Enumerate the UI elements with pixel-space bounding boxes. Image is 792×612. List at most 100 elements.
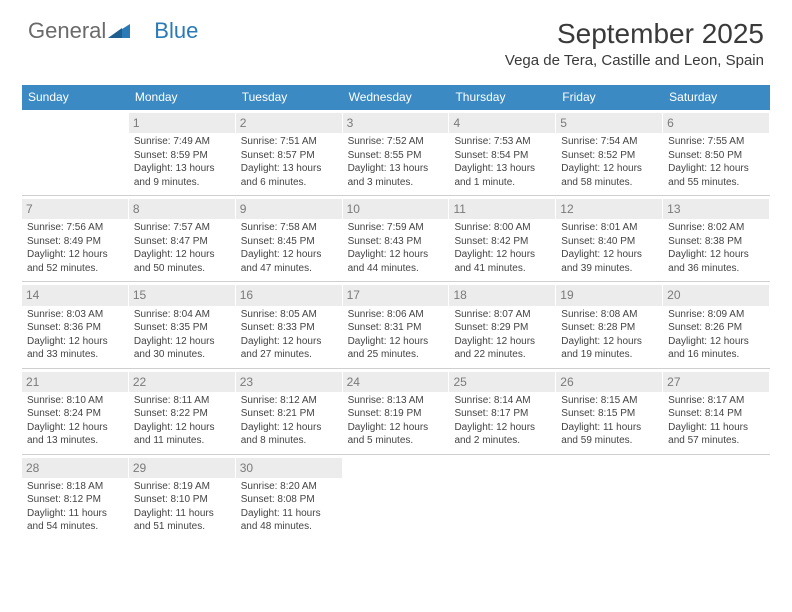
sunrise-line: Sunrise: 8:13 AM (348, 394, 444, 408)
sunrise-line: Sunrise: 8:10 AM (27, 394, 123, 408)
sunrise-line: Sunrise: 8:08 AM (561, 308, 657, 322)
date-number: 15 (129, 285, 235, 305)
sunset-line: Sunset: 8:12 PM (27, 493, 123, 507)
sunset-line: Sunset: 8:10 PM (134, 493, 230, 507)
header: General Blue September 2025 Vega de Tera… (0, 0, 792, 75)
date-number: 24 (343, 372, 449, 392)
daylight-line: Daylight: 12 hours and 47 minutes. (241, 248, 337, 275)
daylight-line: Daylight: 12 hours and 33 minutes. (27, 335, 123, 362)
daylight-line: Daylight: 13 hours and 6 minutes. (241, 162, 337, 189)
date-number: 22 (129, 372, 235, 392)
daylight-line: Daylight: 12 hours and 16 minutes. (668, 335, 764, 362)
calendar-cell: 18Sunrise: 8:07 AMSunset: 8:29 PMDayligh… (449, 282, 556, 367)
daylight-line: Daylight: 12 hours and 8 minutes. (241, 421, 337, 448)
calendar-cell: 5Sunrise: 7:54 AMSunset: 8:52 PMDaylight… (556, 110, 663, 195)
daylight-line: Daylight: 11 hours and 57 minutes. (668, 421, 764, 448)
calendar-cell: 21Sunrise: 8:10 AMSunset: 8:24 PMDayligh… (22, 369, 129, 454)
sunrise-line: Sunrise: 8:01 AM (561, 221, 657, 235)
day-of-week-header: Friday (556, 85, 663, 109)
date-number: 5 (556, 113, 662, 133)
calendar-cell: 24Sunrise: 8:13 AMSunset: 8:19 PMDayligh… (343, 369, 450, 454)
calendar-cell: 15Sunrise: 8:04 AMSunset: 8:35 PMDayligh… (129, 282, 236, 367)
daylight-line: Daylight: 12 hours and 25 minutes. (348, 335, 444, 362)
date-number: 29 (129, 458, 235, 478)
date-number: 6 (663, 113, 769, 133)
daylight-line: Daylight: 12 hours and 52 minutes. (27, 248, 123, 275)
date-number: 9 (236, 199, 342, 219)
daylight-line: Daylight: 12 hours and 50 minutes. (134, 248, 230, 275)
date-number: 3 (343, 113, 449, 133)
sunset-line: Sunset: 8:50 PM (668, 149, 764, 163)
sunrise-line: Sunrise: 7:59 AM (348, 221, 444, 235)
day-of-week-header: Monday (129, 85, 236, 109)
daylight-line: Daylight: 12 hours and 5 minutes. (348, 421, 444, 448)
calendar-cell: 4Sunrise: 7:53 AMSunset: 8:54 PMDaylight… (449, 110, 556, 195)
calendar-cell: 8Sunrise: 7:57 AMSunset: 8:47 PMDaylight… (129, 196, 236, 281)
title-block: September 2025 Vega de Tera, Castille an… (505, 18, 764, 69)
daylight-line: Daylight: 12 hours and 30 minutes. (134, 335, 230, 362)
day-of-week-row: SundayMondayTuesdayWednesdayThursdayFrid… (22, 85, 770, 109)
day-of-week-header: Sunday (22, 85, 129, 109)
calendar: SundayMondayTuesdayWednesdayThursdayFrid… (22, 85, 770, 540)
date-number: 17 (343, 285, 449, 305)
calendar-cell: 1Sunrise: 7:49 AMSunset: 8:59 PMDaylight… (129, 110, 236, 195)
date-number: 12 (556, 199, 662, 219)
date-number: 8 (129, 199, 235, 219)
sunrise-line: Sunrise: 8:12 AM (241, 394, 337, 408)
sunset-line: Sunset: 8:29 PM (454, 321, 550, 335)
calendar-cell: 11Sunrise: 8:00 AMSunset: 8:42 PMDayligh… (449, 196, 556, 281)
brand-logo: General Blue (28, 18, 198, 44)
sunrise-line: Sunrise: 8:15 AM (561, 394, 657, 408)
sunrise-line: Sunrise: 7:53 AM (454, 135, 550, 149)
calendar-cell: . (556, 455, 663, 540)
sunset-line: Sunset: 8:28 PM (561, 321, 657, 335)
calendar-week-row: 14Sunrise: 8:03 AMSunset: 8:36 PMDayligh… (22, 281, 770, 367)
date-number: 2 (236, 113, 342, 133)
daylight-line: Daylight: 12 hours and 11 minutes. (134, 421, 230, 448)
calendar-cell: 26Sunrise: 8:15 AMSunset: 8:15 PMDayligh… (556, 369, 663, 454)
date-number: 18 (449, 285, 555, 305)
calendar-cell: 28Sunrise: 8:18 AMSunset: 8:12 PMDayligh… (22, 455, 129, 540)
daylight-line: Daylight: 12 hours and 39 minutes. (561, 248, 657, 275)
calendar-cell: . (343, 455, 450, 540)
daylight-line: Daylight: 12 hours and 44 minutes. (348, 248, 444, 275)
sunrise-line: Sunrise: 7:49 AM (134, 135, 230, 149)
daylight-line: Daylight: 12 hours and 2 minutes. (454, 421, 550, 448)
sunrise-line: Sunrise: 7:55 AM (668, 135, 764, 149)
calendar-cell: 16Sunrise: 8:05 AMSunset: 8:33 PMDayligh… (236, 282, 343, 367)
sunset-line: Sunset: 8:43 PM (348, 235, 444, 249)
date-number: 28 (22, 458, 128, 478)
sunrise-line: Sunrise: 8:06 AM (348, 308, 444, 322)
sunrise-line: Sunrise: 7:51 AM (241, 135, 337, 149)
calendar-cell: 7Sunrise: 7:56 AMSunset: 8:49 PMDaylight… (22, 196, 129, 281)
calendar-cell: 27Sunrise: 8:17 AMSunset: 8:14 PMDayligh… (663, 369, 770, 454)
date-number: 10 (343, 199, 449, 219)
calendar-cell: 6 Sunrise: 7:55 AMSunset: 8:50 PMDaylight… (663, 110, 770, 195)
sunset-line: Sunset: 8:21 PM (241, 407, 337, 421)
date-number: 4 (449, 113, 555, 133)
sunrise-line: Sunrise: 8:05 AM (241, 308, 337, 322)
date-number: 7 (22, 199, 128, 219)
sunrise-line: Sunrise: 8:20 AM (241, 480, 337, 494)
daylight-line: Daylight: 11 hours and 48 minutes. (241, 507, 337, 534)
calendar-cell: 13Sunrise: 8:02 AMSunset: 8:38 PMDayligh… (663, 196, 770, 281)
weeks-container: .1Sunrise: 7:49 AMSunset: 8:59 PMDayligh… (22, 109, 770, 540)
date-number: 21 (22, 372, 128, 392)
calendar-cell: 14Sunrise: 8:03 AMSunset: 8:36 PMDayligh… (22, 282, 129, 367)
date-number: 1 (129, 113, 235, 133)
calendar-cell: 19Sunrise: 8:08 AMSunset: 8:28 PMDayligh… (556, 282, 663, 367)
sunrise-line: Sunrise: 8:11 AM (134, 394, 230, 408)
daylight-line: Daylight: 11 hours and 54 minutes. (27, 507, 123, 534)
calendar-cell: 25Sunrise: 8:14 AMSunset: 8:17 PMDayligh… (449, 369, 556, 454)
sunrise-line: Sunrise: 8:04 AM (134, 308, 230, 322)
calendar-cell: 17Sunrise: 8:06 AMSunset: 8:31 PMDayligh… (343, 282, 450, 367)
day-of-week-header: Wednesday (343, 85, 450, 109)
sunrise-line: Sunrise: 8:17 AM (668, 394, 764, 408)
daylight-line: Daylight: 12 hours and 55 minutes. (668, 162, 764, 189)
day-of-week-header: Saturday (663, 85, 770, 109)
sunset-line: Sunset: 8:24 PM (27, 407, 123, 421)
day-of-week-header: Thursday (449, 85, 556, 109)
date-number: 11 (449, 199, 555, 219)
calendar-cell: 29Sunrise: 8:19 AMSunset: 8:10 PMDayligh… (129, 455, 236, 540)
daylight-line: Daylight: 12 hours and 58 minutes. (561, 162, 657, 189)
